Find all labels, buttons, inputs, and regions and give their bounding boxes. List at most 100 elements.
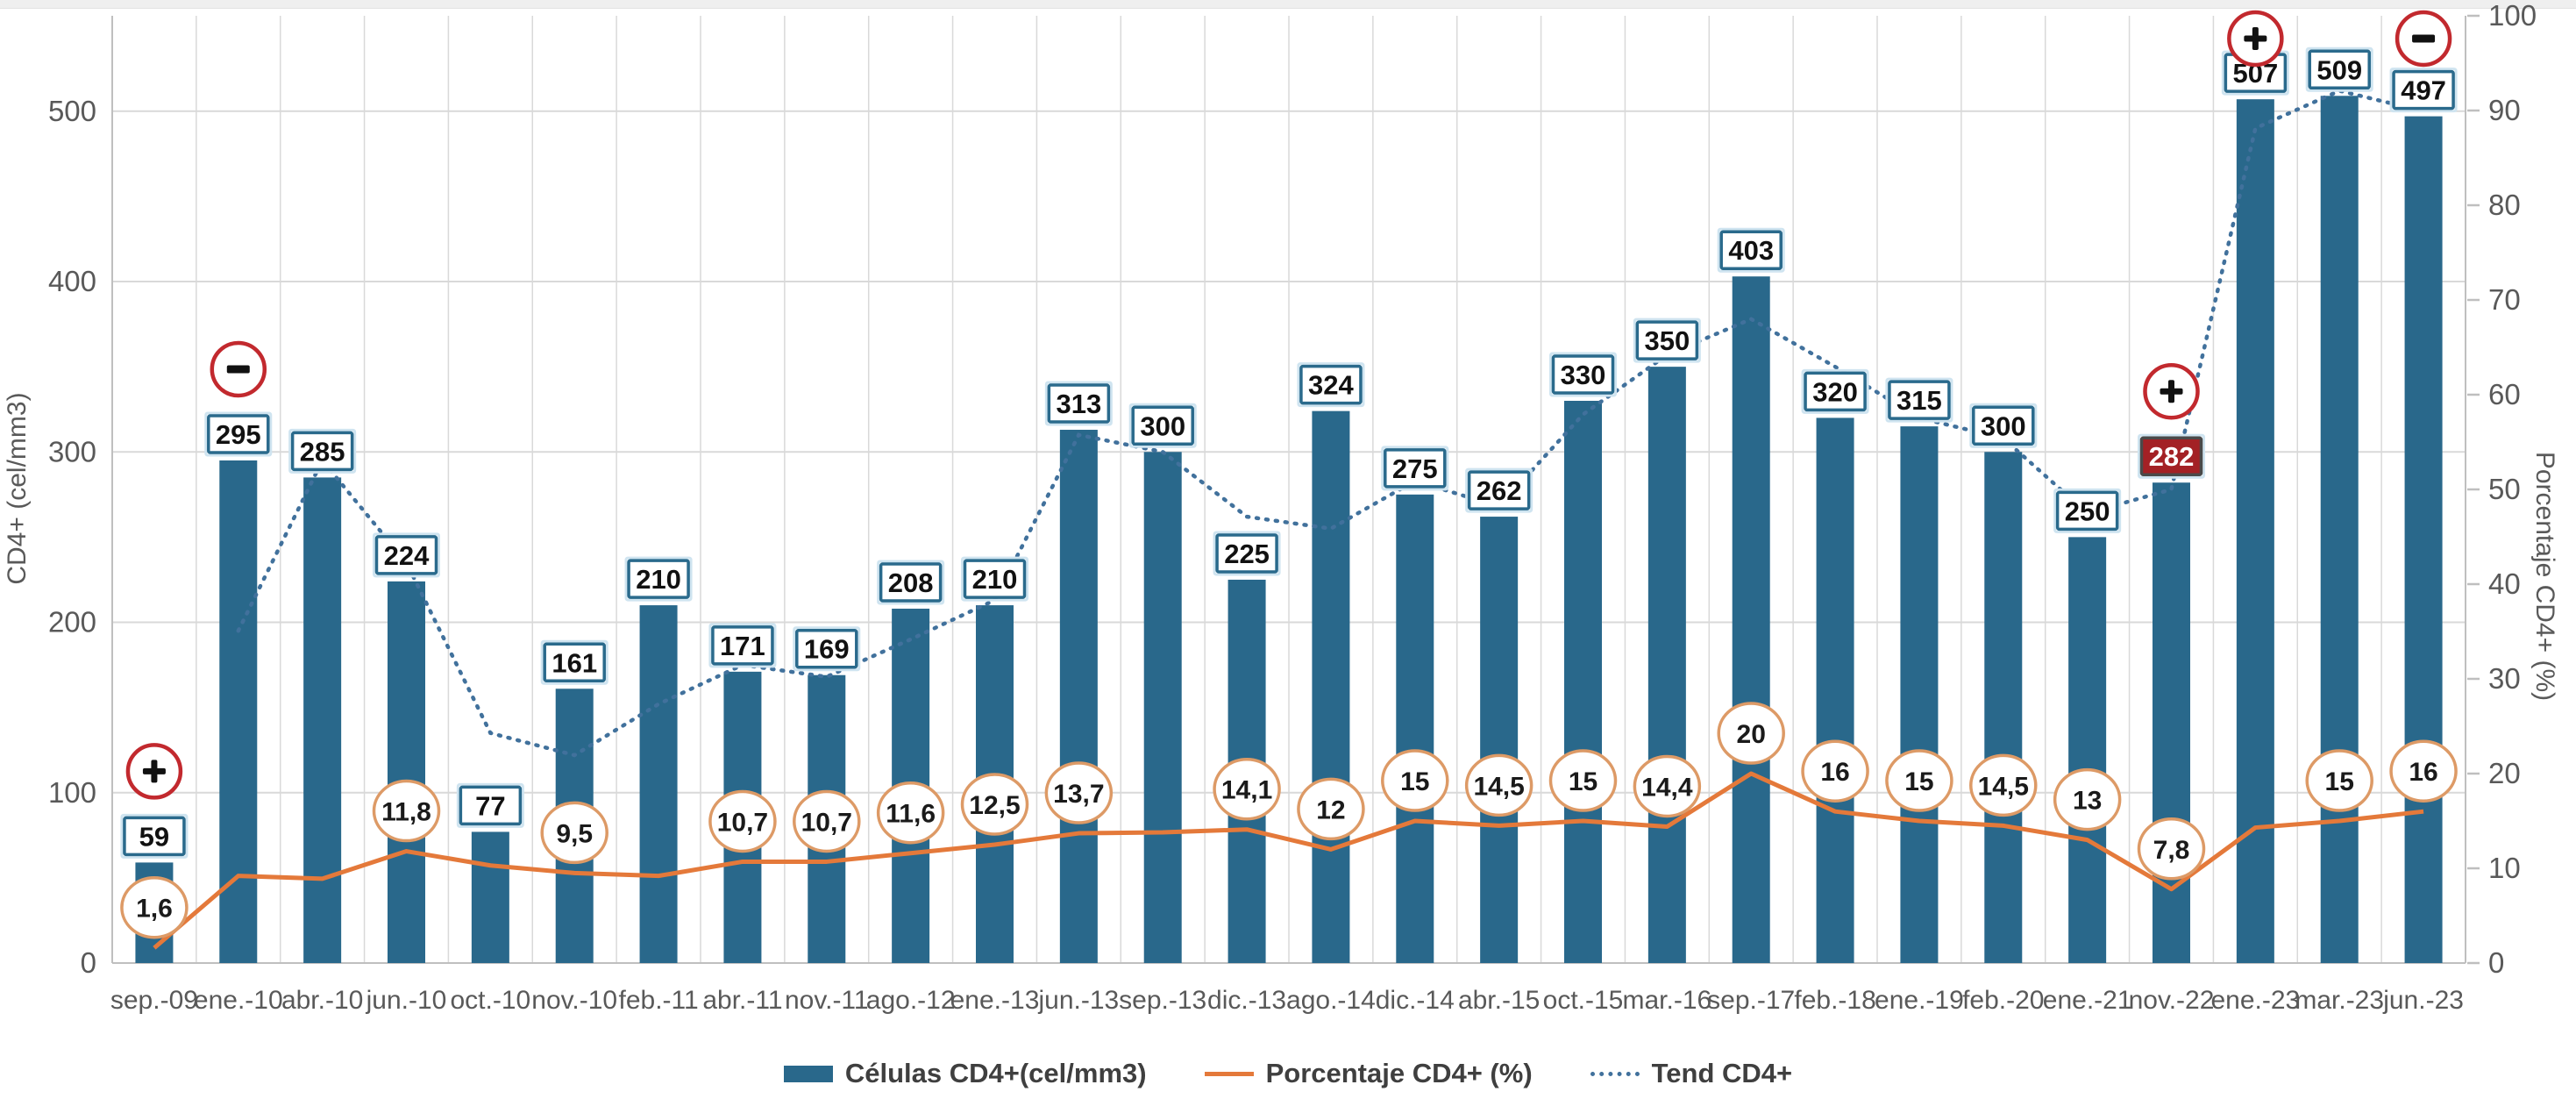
- bar: [1312, 410, 1350, 964]
- y-tick-label-left: 500: [48, 95, 96, 127]
- legend-item-percentage: Porcentaje CD4+ (%): [1204, 1058, 1533, 1089]
- bar-value-text: 350: [1644, 325, 1690, 356]
- pct-label: 15: [1400, 767, 1429, 796]
- y-tick-label-left: 100: [48, 776, 96, 809]
- bar-value-label: [207, 414, 270, 454]
- bar-value-label: [711, 625, 774, 666]
- pct-label: 15: [1569, 767, 1598, 796]
- x-tick-label: abr.-10: [281, 986, 363, 1015]
- bar-value-label-halo: [1213, 531, 1281, 576]
- x-tick-label: ago.-12: [866, 986, 956, 1015]
- y-tick-label-right: 10: [2488, 852, 2521, 884]
- bar: [1059, 430, 1098, 963]
- x-tick-label: oct.-15: [1543, 986, 1624, 1015]
- pct-circle: [2053, 767, 2122, 831]
- bar-value-text: 224: [384, 540, 430, 571]
- pct-circle: [1381, 749, 1449, 812]
- bar: [1732, 276, 1770, 964]
- y-tick-label-right: 80: [2488, 189, 2521, 221]
- bar-value-label-halo: [373, 532, 440, 578]
- x-tick-label: ago.-14: [1286, 986, 1376, 1015]
- pct-label: 12: [1316, 796, 1345, 824]
- bar-value-label-halo: [1381, 446, 1449, 491]
- pct-circle: [540, 801, 608, 865]
- bar-value-label-halo: [204, 411, 273, 457]
- pct-label: 14,5: [1978, 772, 2029, 801]
- bar-value-label: [1215, 533, 1278, 574]
- bar-value-label: [1047, 383, 1111, 424]
- bar-value-text: 171: [720, 631, 765, 661]
- bar: [1396, 494, 1434, 963]
- legend-label-cells: Células CD4+(cel/mm3): [844, 1058, 1147, 1088]
- pct-label: 14,5: [1473, 772, 1524, 801]
- x-tick-label: feb.-20: [1962, 986, 2044, 1015]
- legend-label-trend: Tend CD4+: [1651, 1058, 1793, 1088]
- legend-bar-swatch-icon: [783, 1065, 833, 1082]
- bar-value-text: 210: [636, 564, 681, 595]
- bar-value-text: 169: [804, 634, 850, 665]
- pct-circle: [2305, 749, 2373, 812]
- pct-label: 14,1: [1221, 776, 1272, 805]
- bar-value-label: [1384, 448, 1447, 489]
- pct-circle: [1717, 702, 1785, 765]
- bar-value-text: 225: [1224, 539, 1270, 569]
- bar-value-label: [879, 562, 943, 603]
- bar: [471, 831, 509, 963]
- pct-label: 13,7: [1053, 780, 1104, 809]
- pct-line: [153, 771, 2424, 950]
- bar: [2068, 537, 2107, 963]
- bar-value-label: [1719, 230, 1783, 270]
- bar-value-label-halo: [961, 556, 1028, 602]
- bar-value-label: [1804, 371, 1867, 412]
- y-tick-label-left: 0: [81, 946, 96, 979]
- bar-value-label-halo: [1297, 362, 1365, 408]
- bar-value-label-halo: [877, 560, 945, 605]
- plus-glyph: [151, 760, 158, 783]
- y-tick-label-left: 400: [48, 265, 96, 297]
- bar-value-label-halo: [120, 813, 189, 859]
- pct-label: 10,7: [717, 808, 768, 837]
- x-tick-label: sep.-17: [1707, 986, 1795, 1015]
- pct-circle: [1548, 749, 1618, 812]
- pct-circle: [1969, 753, 2038, 817]
- bar: [1480, 517, 1519, 963]
- bar-value-label-halo: [1044, 381, 1113, 426]
- bar: [639, 605, 678, 963]
- pct-circle: [1297, 777, 1365, 841]
- pct-circle: [2137, 817, 2206, 881]
- bar: [1816, 417, 1854, 964]
- x-tick-label: feb.-11: [618, 986, 698, 1015]
- bar-value-label-halo: [2138, 433, 2205, 479]
- bar-value-text: 59: [139, 821, 169, 852]
- bar-value-label-halo: [2389, 68, 2458, 113]
- pct-label: 1,6: [136, 895, 173, 924]
- pct-label: 9,5: [556, 819, 593, 848]
- x-tick-label: sep.-13: [1119, 986, 1206, 1015]
- y-tick-label-right: 50: [2488, 473, 2521, 505]
- bar-value-label-halo: [1801, 368, 1869, 414]
- x-tick-label: abr.-15: [1458, 986, 1540, 1015]
- x-tick-label: ene.-23: [2210, 986, 2300, 1015]
- pct-label: 11,6: [886, 800, 936, 829]
- bar-value-text: 313: [1056, 389, 1101, 419]
- bar-value-label-halo: [1465, 467, 1534, 513]
- pct-circle: [1044, 761, 1114, 824]
- y-tick-label-right: 0: [2488, 946, 2504, 979]
- pct-label: 13: [2073, 787, 2102, 816]
- bar-value-text: 275: [1392, 453, 1438, 484]
- bar-value-text: 509: [2316, 54, 2362, 85]
- x-tick-label: ene.-10: [194, 986, 283, 1015]
- bar-value-label-halo: [456, 782, 524, 828]
- bar: [219, 460, 258, 963]
- bar: [1143, 452, 1182, 963]
- bar-value-label: [2308, 49, 2371, 90]
- pct-circle: [1885, 749, 1953, 812]
- x-tick-label: ene.-19: [1875, 986, 1964, 1015]
- bar-value-label: [1551, 354, 1615, 395]
- pct-circle: [1464, 753, 1534, 817]
- bar-value-label: [2392, 69, 2455, 111]
- plus-glyph: [2252, 27, 2259, 50]
- pct-circle: [960, 773, 1029, 836]
